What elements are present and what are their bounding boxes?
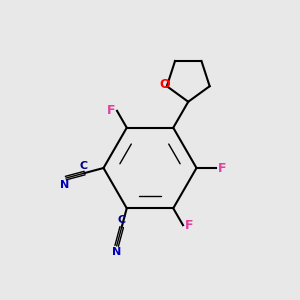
- Text: N: N: [112, 248, 121, 257]
- Text: F: F: [107, 104, 116, 117]
- Text: O: O: [159, 78, 170, 91]
- Text: F: F: [218, 161, 226, 175]
- Text: C: C: [118, 215, 126, 225]
- Text: C: C: [79, 160, 87, 171]
- Text: F: F: [184, 219, 193, 232]
- Text: N: N: [60, 180, 69, 190]
